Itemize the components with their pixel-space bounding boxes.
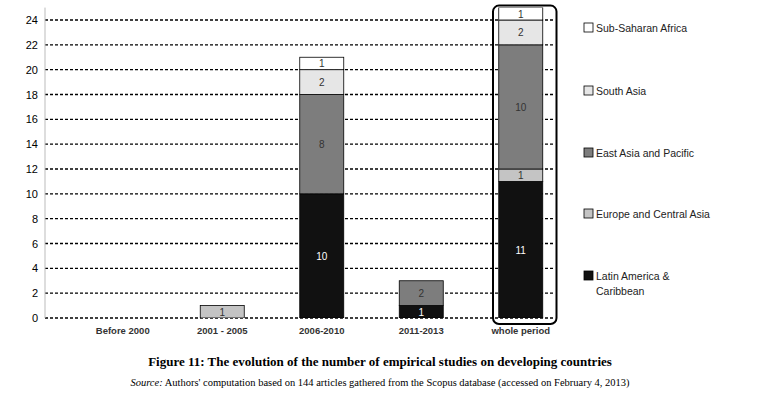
x-tick-label: Before 2000 — [96, 325, 150, 336]
y-tick-label: 0 — [32, 312, 38, 324]
bar-segment — [499, 45, 543, 169]
source-text: Authors' computation based on 144 articl… — [163, 377, 630, 389]
y-tick-label: 12 — [26, 163, 38, 175]
y-tick-label: 2 — [32, 287, 38, 299]
bar-segment — [300, 95, 344, 194]
y-tick-label: 20 — [26, 64, 38, 76]
bar-segment — [499, 169, 543, 181]
y-tick-label: 10 — [26, 188, 38, 200]
legend-line: South Asia — [596, 85, 646, 97]
legend-swatch — [584, 86, 593, 95]
highlight-box — [493, 6, 557, 324]
bar-segment — [399, 280, 443, 281]
bar-segment — [200, 306, 244, 318]
y-tick-label: 18 — [26, 89, 38, 101]
legend-swatch — [584, 148, 593, 157]
bar-segment — [101, 318, 145, 319]
data-label: 2 — [319, 77, 325, 88]
data-label: 2 — [418, 288, 424, 299]
data-label: 10 — [515, 102, 527, 113]
legend-line: Sub-Saharan Africa — [596, 22, 687, 34]
y-tick-label: 24 — [26, 14, 38, 26]
title: Figure 11: The evolution of the number o… — [148, 354, 612, 369]
data-label: 1 — [518, 9, 524, 20]
legend-line: Europe and Central Asia — [596, 208, 710, 220]
bars — [200, 8, 543, 318]
x-tick-label: 2011-2013 — [399, 325, 444, 336]
data-label: 2 — [518, 27, 524, 38]
y-tick-label: 6 — [32, 238, 38, 250]
data-label: 1 — [418, 307, 424, 318]
legend-line: East Asia and Pacific — [596, 147, 694, 159]
x-tick-label: whole period — [490, 325, 550, 336]
bar-segment — [101, 318, 145, 319]
data-label: 8 — [319, 139, 325, 150]
y-tick-label: 4 — [32, 262, 38, 274]
bar-segment — [499, 181, 543, 318]
bar-segment — [499, 20, 543, 45]
data-label: 1 — [219, 307, 225, 318]
bar-segment — [300, 70, 344, 95]
bar-segment — [300, 57, 344, 69]
data-label: 1 — [518, 170, 524, 181]
legend-swatch — [584, 23, 593, 32]
legend-label: South Asia — [596, 85, 646, 97]
bar-segment — [399, 280, 443, 281]
bar-segment — [101, 318, 145, 319]
bar-segment — [101, 318, 145, 319]
legend-label: Sub-Saharan Africa — [596, 22, 687, 34]
x-tick-label: 2006-2010 — [299, 325, 344, 336]
legend-swatch — [584, 271, 593, 280]
y-tick-label: 16 — [26, 113, 38, 125]
legend-line: Latin America & — [596, 270, 670, 282]
data-label: 1 — [319, 58, 325, 69]
grid-line — [45, 44, 555, 45]
data-label: 11 — [516, 245, 527, 256]
x-tick-label: 2001 - 2005 — [197, 325, 248, 336]
bar-segment — [399, 281, 443, 306]
y-tick-label: 8 — [32, 213, 38, 225]
legend-label: Latin America & Caribbean — [596, 270, 670, 297]
bar-segment — [101, 318, 145, 319]
bar-segment — [499, 8, 543, 20]
y-tick-label: 22 — [26, 39, 38, 51]
grid-line — [45, 19, 555, 20]
source: Source: Authors' computation based on 14… — [130, 377, 630, 389]
y-tick-label: 14 — [26, 138, 38, 150]
bar-segment — [300, 194, 344, 318]
legend-label: Europe and Central Asia — [596, 208, 710, 220]
source-label: Source: — [130, 377, 162, 388]
data-label: 10 — [316, 251, 328, 262]
y-axis-line — [45, 8, 46, 318]
legend-line: Caribbean — [596, 285, 645, 297]
legend-swatch — [584, 209, 593, 218]
legend-label: East Asia and Pacific — [596, 147, 694, 159]
bar-segment — [399, 306, 443, 318]
chart: 024681012141618202224110821121111021Befo… — [0, 0, 761, 407]
